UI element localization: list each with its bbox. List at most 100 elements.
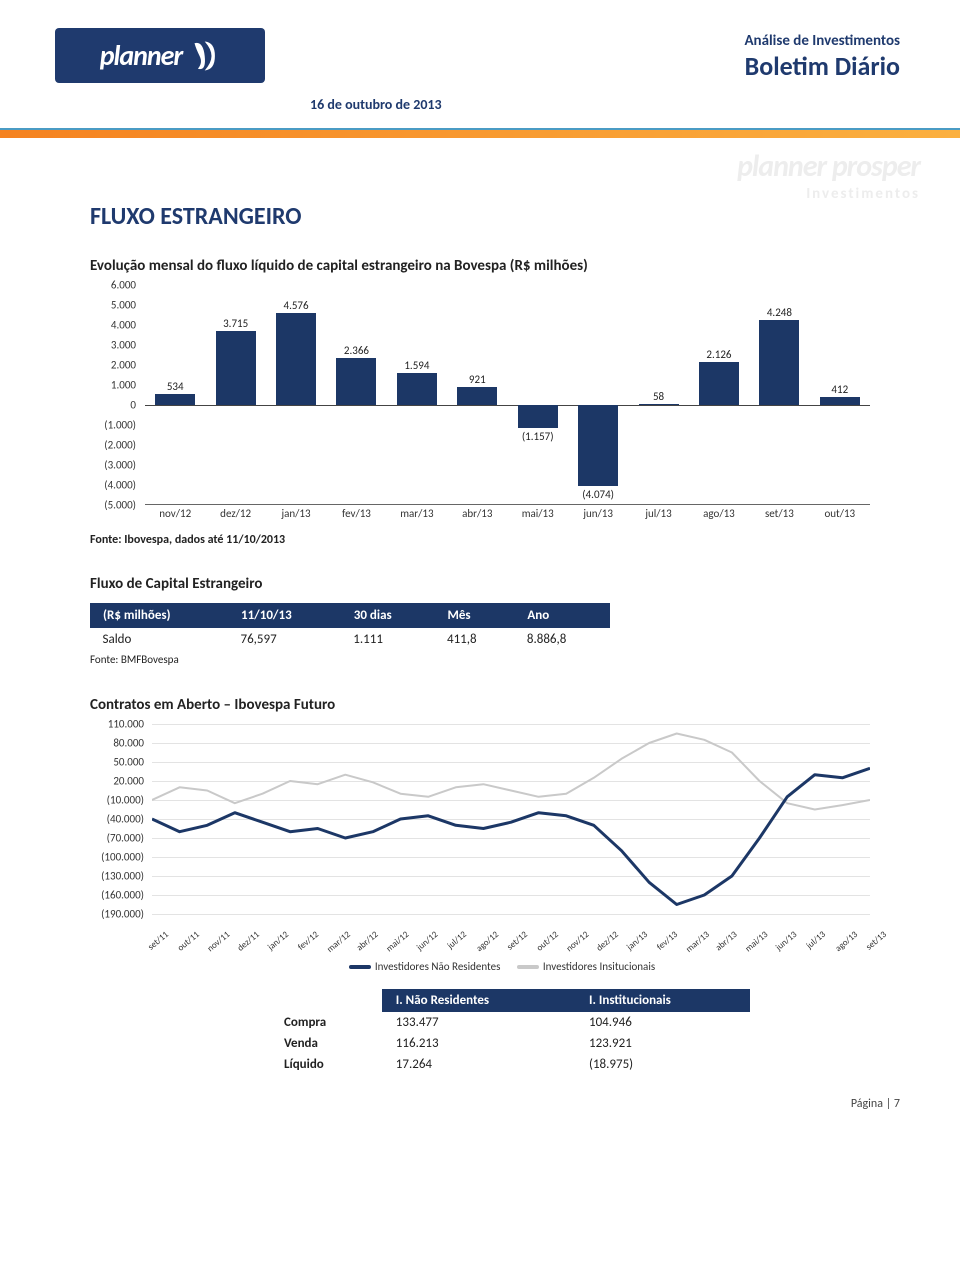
bar (276, 313, 316, 405)
bar-xtick: jul/13 (645, 507, 671, 520)
bottom-cell: 133.477 (382, 1012, 575, 1033)
bar (155, 394, 195, 405)
brand-text: planner (100, 38, 183, 73)
bar-value-label: 3.715 (223, 317, 248, 330)
bar-xtick: mar/13 (400, 507, 433, 520)
bar-value-label: 2.126 (706, 348, 731, 361)
bottom-row-label: Compra (270, 1012, 382, 1033)
bar-value-label: 2.366 (344, 344, 369, 357)
header-date: 16 de outubro de 2013 (310, 96, 442, 113)
line-ytick: (40.000) (107, 813, 144, 826)
bar (518, 405, 558, 428)
line-ytick: (70.000) (107, 832, 144, 845)
bar-xtick: jan/13 (281, 507, 310, 520)
line-xtick: set/13 (864, 929, 889, 953)
saldo-header-cell: (R$ milhões) (91, 604, 229, 628)
bottom-header-cell: I. Não Residentes (382, 989, 575, 1012)
saldo-footer: Fonte: BMFBovespa (90, 653, 900, 666)
bar-ytick: 3.000 (111, 339, 136, 352)
line-ytick: (130.000) (101, 870, 144, 883)
line-xtick: jan/13 (624, 929, 649, 953)
line-xtick: mar/13 (683, 929, 711, 955)
bar (639, 404, 679, 405)
bar-xtick: mai/13 (522, 507, 554, 520)
line-xtick: jun/13 (774, 929, 800, 953)
line-xtick: ago/13 (833, 929, 860, 954)
brand-mark-icon (186, 39, 220, 73)
line-xtick: jul/12 (445, 929, 469, 951)
bar-value-label: 412 (831, 383, 848, 396)
saldo-cell: 411,8 (435, 628, 515, 652)
bar (759, 320, 799, 405)
saldo-header-cell: 11/10/13 (228, 604, 341, 628)
table-row: Líquido17.264(18.975) (270, 1054, 750, 1075)
saldo-title: Fluxo de Capital Estrangeiro (90, 575, 900, 593)
header-band: planner 16 de outubro de 2013 Análise de… (0, 0, 960, 130)
line-xtick: set/11 (146, 929, 171, 953)
accent-strip (0, 130, 960, 138)
bar-xtick: jun/13 (583, 507, 613, 520)
bottom-header-cell: I. Institucionais (575, 989, 750, 1012)
table-row: Compra133.477104.946 (270, 1012, 750, 1033)
bar-value-label: 534 (167, 380, 184, 393)
bar-ytick: (5.000) (104, 499, 136, 512)
bar-value-label: 58 (653, 390, 664, 403)
bar-xtick: fev/13 (342, 507, 371, 520)
bar-ytick: 6.000 (111, 279, 136, 292)
bar-chart-title: Evolução mensal do fluxo líquido de capi… (90, 257, 900, 275)
bar-value-label: (4.074) (582, 488, 614, 501)
line-ytick: (190.000) (101, 908, 144, 921)
bar (699, 362, 739, 405)
line-series-inst (152, 734, 870, 810)
saldo-header-cell: Ano (515, 604, 610, 628)
line-ytick: (160.000) (101, 889, 144, 902)
bar-ytick: (2.000) (104, 439, 136, 452)
line-ytick: 50.000 (113, 756, 144, 769)
line-ytick: 110.000 (108, 718, 144, 731)
legend-inst: Investidores Insitucionais (543, 960, 655, 973)
bar-ytick: 1.000 (111, 379, 136, 392)
bottom-cell: 116.213 (382, 1033, 575, 1054)
line-xtick: jun/12 (415, 929, 441, 953)
bottom-cell: (18.975) (575, 1054, 750, 1075)
bar-ytick: 2.000 (111, 359, 136, 372)
saldo-header-cell: Mês (435, 604, 515, 628)
line-xtick: ago/12 (474, 929, 501, 954)
header-right: Análise de Investimentos Boletim Diário (744, 32, 900, 82)
bottom-cell: 17.264 (382, 1054, 575, 1075)
line-chart-legend: Investidores Não Residentes Investidores… (90, 960, 900, 973)
line-xtick: dez/12 (594, 929, 620, 954)
line-xtick: set/12 (505, 929, 530, 953)
bar-xtick: set/13 (765, 507, 794, 520)
bottom-cell: 123.921 (575, 1033, 750, 1054)
line-xtick: out/11 (175, 929, 201, 954)
brand-logo: planner (55, 28, 265, 83)
line-chart: 110.00080.00050.00020.000(10.000)(40.000… (90, 724, 870, 954)
line-xtick: dez/11 (235, 929, 261, 954)
page-number: Página | 7 (851, 1097, 900, 1111)
line-xtick: nov/11 (205, 929, 232, 954)
bar-chart-source: Fonte: Ibovespa, dados até 11/10/2013 (90, 533, 900, 547)
bar-ytick: 0 (130, 399, 136, 412)
header-line1: Análise de Investimentos (744, 32, 900, 50)
line-ytick: (10.000) (107, 794, 144, 807)
line-xtick: out/12 (534, 929, 560, 954)
header-line2: Boletim Diário (744, 50, 900, 82)
bar-xtick: ago/13 (703, 507, 735, 520)
line-xtick: fev/13 (654, 929, 679, 953)
bottom-table: I. Não ResidentesI. Institucionais Compr… (270, 989, 750, 1075)
bar-ytick: (1.000) (104, 419, 136, 432)
bar-ytick: 5.000 (111, 299, 136, 312)
saldo-row-label: Saldo (91, 628, 229, 652)
line-series-nonres (152, 768, 870, 904)
bottom-row-label: Venda (270, 1033, 382, 1054)
bottom-cell: 104.946 (575, 1012, 750, 1033)
line-xtick: mai/12 (384, 929, 411, 954)
bar-xtick: nov/12 (159, 507, 191, 520)
line-ytick: (100.000) (101, 851, 144, 864)
table-row: Venda116.213123.921 (270, 1033, 750, 1054)
bar-value-label: 4.248 (767, 306, 792, 319)
bar-value-label: 921 (469, 373, 486, 386)
line-xtick: mar/12 (324, 929, 352, 955)
bar (397, 373, 437, 405)
